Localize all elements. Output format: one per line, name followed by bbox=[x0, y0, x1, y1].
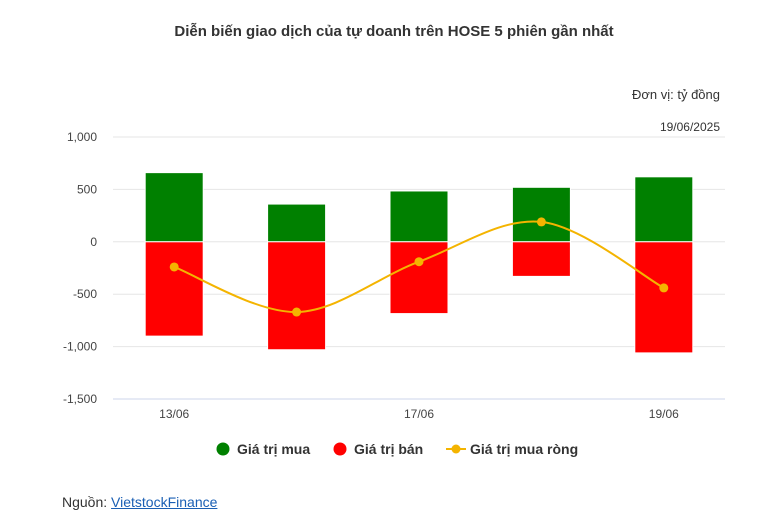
y-tick-label: -1,000 bbox=[63, 340, 97, 354]
buy-bar[interactable] bbox=[634, 176, 694, 243]
x-tick-label: 19/06 bbox=[649, 407, 679, 421]
net-buy-point[interactable] bbox=[292, 307, 302, 317]
buy-bar[interactable] bbox=[144, 172, 204, 243]
buy-bar[interactable] bbox=[389, 190, 449, 243]
y-tick-label: -500 bbox=[73, 287, 97, 301]
net-buy-point[interactable] bbox=[169, 262, 179, 272]
net-buy-point[interactable] bbox=[414, 257, 424, 267]
buy-bar[interactable] bbox=[267, 203, 327, 243]
legend-marker[interactable] bbox=[451, 444, 461, 454]
y-tick-label: 500 bbox=[77, 182, 97, 196]
sell-bar[interactable] bbox=[511, 241, 571, 277]
legend-label[interactable]: Giá trị bán bbox=[354, 441, 423, 457]
date-badge: 19/06/2025 bbox=[660, 120, 720, 134]
y-tick-label: 1,000 bbox=[67, 130, 97, 144]
sell-bar[interactable] bbox=[144, 241, 204, 337]
legend-label[interactable]: Giá trị mua ròng bbox=[470, 441, 578, 457]
net-buy-point[interactable] bbox=[536, 217, 546, 227]
legend-marker[interactable] bbox=[216, 442, 230, 456]
y-tick-label: -1,500 bbox=[63, 392, 97, 406]
y-tick-label: 0 bbox=[90, 235, 97, 249]
unit-label: Đơn vị: tỷ đồng bbox=[632, 87, 720, 102]
legend-marker[interactable] bbox=[333, 442, 347, 456]
sell-bar[interactable] bbox=[634, 241, 694, 354]
sell-bar[interactable] bbox=[267, 241, 327, 351]
x-tick-label: 17/06 bbox=[404, 407, 434, 421]
legend-label[interactable]: Giá trị mua bbox=[237, 441, 310, 457]
bar-series bbox=[144, 172, 694, 354]
x-axis: 13/06 17/06 19/06 bbox=[113, 398, 725, 421]
y-axis: 1,000 500 0 -500 -1,000 -1,500 bbox=[63, 130, 97, 406]
buy-bar[interactable] bbox=[511, 186, 571, 243]
net-buy-point[interactable] bbox=[659, 283, 669, 293]
line-series bbox=[169, 217, 669, 317]
source-link[interactable]: VietstockFinance bbox=[111, 494, 218, 510]
source-label: Nguồn: bbox=[62, 494, 108, 510]
source-note: Nguồn: VietstockFinance bbox=[62, 494, 217, 510]
legend[interactable]: Giá trị mua Giá trị bán Giá trị mua ròng bbox=[216, 441, 579, 457]
x-tick-label: 13/06 bbox=[159, 407, 189, 421]
chart-title: Diễn biến giao dịch của tự doanh trên HO… bbox=[174, 23, 613, 40]
